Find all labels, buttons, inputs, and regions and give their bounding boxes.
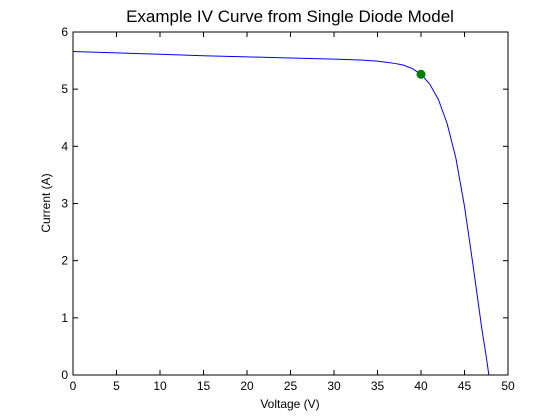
x-tick-label: 30 — [327, 379, 341, 393]
x-axis-label: Voltage (V) — [260, 397, 319, 411]
marker-layer — [416, 69, 426, 79]
x-tick-label: 50 — [501, 379, 515, 393]
max-power-point-marker — [416, 69, 426, 79]
x-tick-label: 35 — [371, 379, 385, 393]
y-tick-label: 5 — [61, 82, 68, 96]
y-axis-ticks: 0 1 2 3 4 5 6 — [61, 25, 508, 382]
x-tick-label: 10 — [153, 379, 167, 393]
x-tick-label: 0 — [70, 379, 77, 393]
y-tick-label: 3 — [61, 197, 68, 211]
series-line-0 — [72, 50, 490, 376]
x-axis-ticks: 0 5 10 15 20 25 30 35 40 45 50 — [70, 32, 515, 393]
y-tick-label: 1 — [61, 311, 68, 325]
x-tick-label: 5 — [113, 379, 120, 393]
y-axis-label: Current (A) — [39, 173, 53, 232]
chart-title: Example IV Curve from Single Diode Model — [126, 7, 454, 26]
y-tick-label: 0 — [61, 368, 68, 382]
x-tick-label: 20 — [240, 379, 254, 393]
plot-area — [73, 32, 508, 375]
x-tick-label: 15 — [197, 379, 211, 393]
y-tick-label: 4 — [61, 139, 68, 153]
y-tick-label: 2 — [61, 254, 68, 268]
y-tick-label: 6 — [61, 25, 68, 39]
series-layer — [72, 50, 490, 376]
x-tick-label: 45 — [458, 379, 472, 393]
x-tick-label: 40 — [414, 379, 428, 393]
x-tick-label: 25 — [284, 379, 298, 393]
